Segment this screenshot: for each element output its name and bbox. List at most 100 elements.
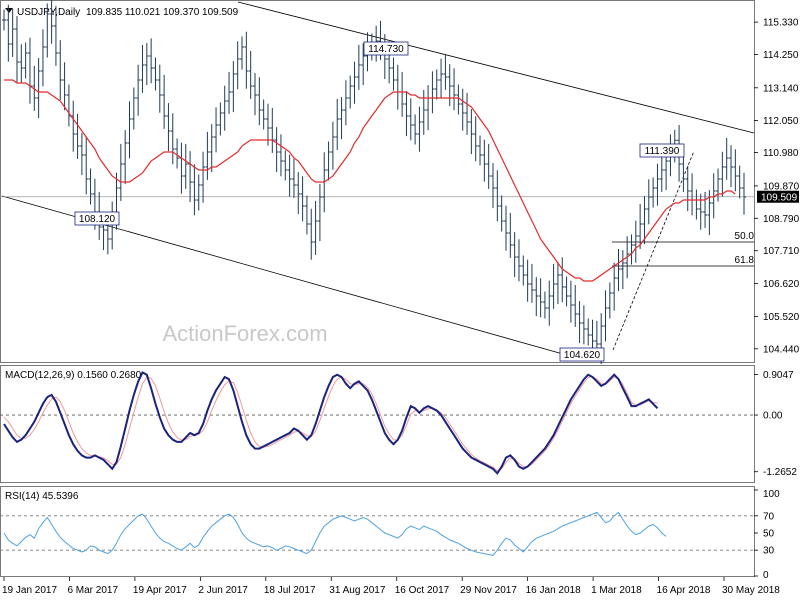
price-bar — [382, 34, 387, 80]
price-tick-label: 106.620 — [763, 279, 800, 290]
price-bar — [75, 113, 80, 159]
price-bar — [638, 203, 643, 249]
macd-panel-frame — [0, 365, 755, 483]
price-bar — [291, 158, 296, 198]
price-bar — [439, 58, 444, 98]
price-bar — [265, 103, 270, 146]
price-bar — [560, 257, 565, 303]
price-bar — [547, 280, 552, 326]
price-bar — [304, 195, 309, 235]
price-bar — [313, 200, 318, 255]
price-annotation-box — [363, 41, 409, 56]
price-tick-label: 108.790 — [763, 214, 800, 225]
price-bar — [529, 263, 534, 303]
price-tick-label: 110.980 — [763, 148, 799, 159]
price-bar — [127, 101, 132, 159]
price-bar — [62, 62, 67, 111]
price-bar — [361, 43, 366, 86]
price-bar — [214, 107, 219, 153]
price-bar — [620, 250, 625, 290]
price-bar — [136, 64, 141, 116]
price-bar — [2, 9, 6, 31]
rsi-tick-label: 70 — [763, 511, 775, 522]
price-bar — [616, 248, 621, 291]
price-bar — [274, 127, 279, 173]
price-bar — [339, 97, 344, 140]
price-annotation-box — [74, 211, 120, 226]
price-bar — [309, 208, 314, 260]
price-bar — [413, 114, 418, 145]
price-bar — [655, 163, 660, 206]
price-bar — [6, 4, 11, 62]
rsi-line — [3, 511, 667, 556]
price-bar — [300, 176, 305, 222]
price-bar — [36, 58, 41, 119]
price-bar — [400, 71, 405, 117]
price-bar — [465, 92, 470, 135]
price-bar — [27, 37, 32, 104]
price-bar — [110, 201, 115, 250]
price-bar — [71, 100, 76, 152]
price-bar — [525, 259, 530, 302]
price-annotation: 108.120 — [74, 211, 120, 226]
rsi-title: RSI(14) 45.5396 — [5, 491, 79, 502]
price-bar — [690, 173, 695, 216]
price-bar — [478, 135, 483, 166]
price-bar — [123, 130, 128, 185]
price-bar — [53, 5, 58, 66]
x-tick-label: 16 Apr 2018 — [657, 585, 711, 596]
price-bar — [222, 85, 227, 131]
price-tick-label: 107.710 — [763, 246, 800, 257]
price-bar — [607, 282, 612, 319]
price-bar — [473, 116, 478, 162]
price-bar — [651, 177, 656, 208]
price-bar — [551, 263, 556, 309]
price-bar — [538, 278, 543, 318]
price-bar — [179, 142, 184, 194]
price-bar — [257, 77, 262, 126]
price-annotation-box — [639, 143, 685, 158]
price-bar — [88, 168, 93, 205]
price-bar — [612, 262, 617, 311]
x-tick-label: 19 Jan 2017 — [2, 585, 57, 596]
x-tick-label: 6 Mar 2017 — [67, 585, 118, 596]
price-bar — [456, 84, 461, 115]
x-tick-label: 18 Jul 2017 — [264, 585, 316, 596]
price-bar — [118, 143, 123, 201]
price-bar — [84, 137, 89, 195]
price-bar — [188, 151, 193, 203]
price-bar — [66, 84, 71, 127]
price-bar — [503, 205, 508, 251]
price-bar — [555, 262, 560, 305]
price-bar — [149, 38, 154, 84]
price-bar — [534, 277, 539, 317]
price-bar — [703, 191, 708, 228]
chart-symbol: USDJPY,Daily — [17, 7, 80, 18]
price-bar — [170, 113, 175, 165]
price-tick-label: 109.870 — [763, 181, 800, 192]
price-bar — [421, 89, 426, 135]
rsi-tick-label: 50 — [763, 529, 775, 540]
price-tick-label: 115.330 — [763, 18, 799, 29]
price-bar — [642, 196, 647, 245]
price-bar — [240, 36, 245, 70]
price-annotation: 111.390 — [639, 143, 685, 158]
price-annotation-label: 111.390 — [645, 146, 680, 157]
chart-ohlc: 109.835 110.021 109.370 109.509 — [86, 7, 239, 18]
price-bar — [58, 40, 63, 101]
price-bar — [581, 305, 586, 345]
price-tick-label: 104.440 — [763, 344, 800, 355]
price-tick-label: 113.140 — [763, 83, 799, 94]
price-bar — [460, 88, 465, 131]
price-bar — [737, 165, 742, 199]
triangle-down-icon[interactable] — [5, 8, 13, 13]
price-bar — [469, 109, 474, 155]
price-bar — [79, 133, 84, 176]
price-bar — [252, 73, 257, 116]
macd-title: MACD(12,26,9) 0.1560 0.2680 — [5, 370, 142, 381]
price-annotation-label: 114.730 — [368, 44, 404, 55]
price-bar — [408, 98, 413, 141]
watermark: ActionForex.com — [162, 321, 327, 346]
